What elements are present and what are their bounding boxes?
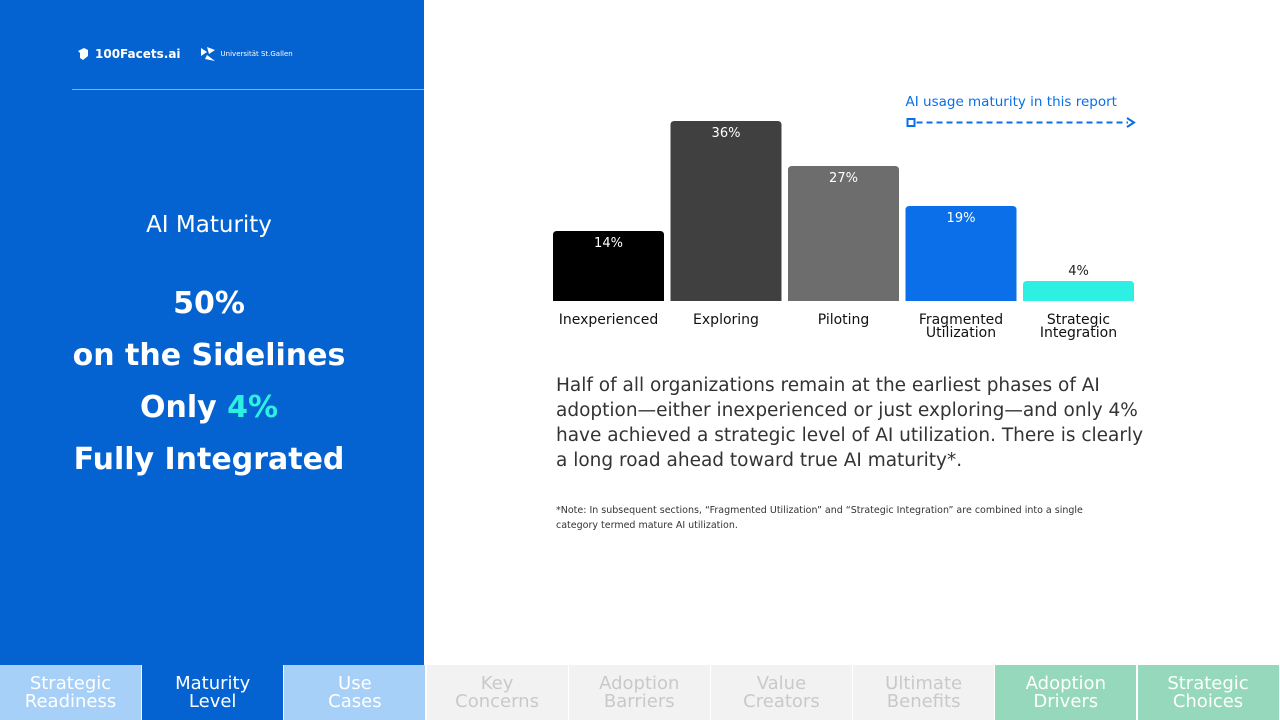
nav-tab-key-concerns[interactable]: Key Concerns bbox=[426, 665, 569, 720]
category-label-4-1: Integration bbox=[1040, 325, 1117, 341]
category-label-4-0: Strategic bbox=[1047, 312, 1110, 328]
bar-2 bbox=[788, 166, 899, 301]
bottom-navigation: Strategic Readiness Maturity Level Use Cas… bbox=[0, 665, 1280, 720]
nav-tab-label: Adoption Drivers bbox=[1025, 672, 1106, 712]
category-label-0-0: Inexperienced bbox=[559, 312, 658, 328]
facets-logo-icon bbox=[78, 48, 88, 60]
logo-100facets: 100Facets.ai bbox=[76, 47, 181, 61]
headline: 50% on the Sidelines Only 4% Fully Integ… bbox=[0, 278, 418, 486]
arrow-right-icon bbox=[1126, 117, 1136, 128]
category-label-1-0: Exploring bbox=[693, 312, 759, 328]
bar-3 bbox=[905, 206, 1017, 301]
category-label-2-0: Piloting bbox=[818, 312, 870, 328]
annotation-start-marker bbox=[906, 118, 916, 127]
maturity-bar-chart: 14% Inexperienced 36% Exploring 27% Piloting 1… bbox=[553, 94, 1136, 341]
nav-tab-label: Maturity Level bbox=[175, 672, 251, 712]
nav-tab-adoption-barriers[interactable]: Adoption Barriers bbox=[568, 665, 711, 720]
hsg-logo-icon bbox=[200, 47, 215, 61]
bar-1 bbox=[670, 121, 782, 301]
body-paragraph: Half of all organizations remain at the … bbox=[556, 375, 1144, 471]
nav-tab-value-creators[interactable]: Value Creators bbox=[710, 665, 853, 720]
headline-line-1: 50% bbox=[173, 286, 245, 321]
annotation-label: AI usage maturity in this report bbox=[906, 94, 1117, 110]
bar-value-label-0: 14% bbox=[594, 236, 623, 251]
bar-value-label-3: 19% bbox=[947, 211, 976, 226]
nav-tab-label: Use Cases bbox=[328, 672, 382, 712]
category-label-3-0: Fragmented bbox=[919, 312, 1003, 328]
headline-line-2: on the Sidelines bbox=[72, 338, 346, 373]
category-label-3-1: Utilization bbox=[926, 325, 996, 341]
logo-secondary-text: Universität St.Gallen bbox=[220, 50, 293, 58]
headline-line-4: Fully Integrated bbox=[73, 442, 345, 477]
logo-primary-text: 100Facets.ai bbox=[95, 47, 181, 61]
nav-tab-label: Key Concerns bbox=[455, 672, 539, 712]
footnote: *Note: In subsequent sections, “Fragment… bbox=[556, 505, 1083, 531]
bar-0 bbox=[553, 231, 664, 301]
bar-4 bbox=[1023, 281, 1134, 301]
logos: 100Facets.ai Universität St.Gallen bbox=[76, 46, 293, 62]
nav-tab-label: Ultimate Benefits bbox=[885, 672, 963, 712]
section-label: AI Maturity bbox=[146, 212, 272, 238]
headline-line-3-prefix: Only bbox=[139, 390, 228, 425]
nav-tab-adoption-drivers[interactable]: Adoption Drivers bbox=[995, 665, 1138, 720]
left-panel: 100Facets.ai Universität St.Gallen AI Ma… bbox=[0, 0, 424, 665]
bar-value-label-4: 4% bbox=[1068, 264, 1089, 279]
nav-tab-strategic-choices[interactable]: Strategic Choices bbox=[1137, 665, 1280, 720]
nav-tab-ultimate-benefits[interactable]: Ultimate Benefits bbox=[853, 665, 996, 720]
header-divider bbox=[72, 89, 424, 90]
bar-value-label-1: 36% bbox=[712, 126, 741, 141]
headline-line-3: Only 4% bbox=[0, 382, 418, 434]
nav-tab-use-cases[interactable]: Use Cases bbox=[284, 665, 427, 720]
nav-tab-label: Adoption Barriers bbox=[599, 672, 680, 712]
nav-tab-strategic-readiness[interactable]: Strategic Readiness bbox=[0, 665, 142, 720]
nav-tab-maturity-level[interactable]: Maturity Level bbox=[142, 665, 285, 720]
nav-tab-label: Value Creators bbox=[743, 672, 820, 712]
nav-tab-label: Strategic Choices bbox=[1167, 672, 1249, 712]
bar-value-label-2: 27% bbox=[829, 171, 858, 186]
headline-accent-value: 4% bbox=[227, 390, 279, 425]
logo-hsg: Universität St.Gallen bbox=[199, 46, 293, 62]
nav-tab-label: Strategic Readiness bbox=[24, 672, 117, 712]
